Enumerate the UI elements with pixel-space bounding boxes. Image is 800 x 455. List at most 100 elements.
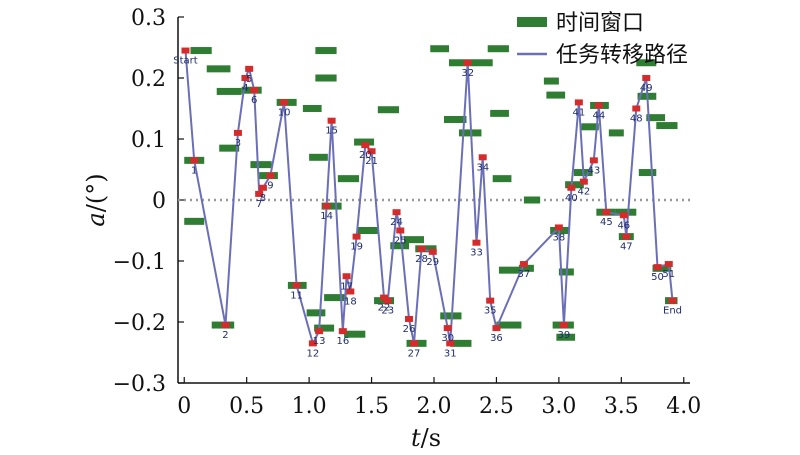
path-node-label: 9 bbox=[267, 181, 273, 192]
y-axis-label: a/(°) bbox=[82, 173, 110, 226]
time-window-bar bbox=[344, 330, 366, 338]
plot-axes: 0.3 0.2 0.1 0 −0.1 −0.2 −0.3 0 0.5 1.0 1.5 2.0 2.5 3.… bbox=[82, 6, 701, 452]
path-node-label: 50 bbox=[651, 272, 664, 283]
path-node bbox=[472, 239, 481, 246]
path-node bbox=[642, 75, 651, 81]
path-node bbox=[653, 264, 662, 271]
path-node bbox=[579, 178, 588, 185]
time-window-bar bbox=[321, 202, 342, 210]
path-node-label: 48 bbox=[630, 114, 643, 125]
time-window-bar bbox=[443, 115, 467, 123]
time-window-bar bbox=[448, 59, 472, 67]
path-node bbox=[519, 261, 528, 268]
path-node-label: 1 bbox=[191, 165, 197, 176]
time-window-bar bbox=[608, 129, 624, 137]
y-tick-label: −0.2 bbox=[113, 311, 166, 336]
path-node-label: 4 bbox=[242, 83, 248, 94]
path-nodes bbox=[181, 47, 677, 347]
path-node-label: End bbox=[663, 306, 682, 317]
path-node bbox=[668, 297, 677, 304]
path-node-label: 6 bbox=[251, 95, 257, 106]
path-node-label: 42 bbox=[577, 187, 590, 198]
path-node-label: 12 bbox=[307, 348, 320, 359]
time-window-bar bbox=[430, 45, 449, 53]
path-node bbox=[241, 75, 250, 81]
path-node bbox=[308, 340, 317, 347]
path-node-label: 38 bbox=[553, 232, 566, 243]
time-window-bar bbox=[523, 196, 541, 204]
time-window-bar bbox=[415, 245, 437, 253]
time-window-bar bbox=[354, 138, 375, 146]
path-node bbox=[664, 261, 673, 268]
path-node bbox=[280, 99, 289, 106]
time-window-bar bbox=[324, 294, 347, 302]
time-window-bar bbox=[656, 122, 678, 130]
path-node-label: 14 bbox=[320, 211, 333, 222]
path-node-label: 44 bbox=[592, 110, 605, 121]
path-node bbox=[619, 212, 628, 219]
path-node-label: 16 bbox=[336, 336, 349, 347]
x-tick-label: 3.5 bbox=[604, 394, 639, 419]
path-node-label: 23 bbox=[381, 306, 394, 317]
y-tick-label: −0.1 bbox=[113, 250, 166, 275]
time-window-bar bbox=[314, 324, 335, 332]
time-window-bar bbox=[219, 144, 240, 152]
path-node-label: 13 bbox=[313, 336, 326, 347]
path-node bbox=[405, 315, 414, 322]
x-tick-label: 2.0 bbox=[417, 394, 452, 419]
path-node bbox=[266, 172, 275, 179]
x-tick-label: 0.5 bbox=[229, 394, 264, 419]
time-window-bar bbox=[190, 47, 212, 55]
y-tick-label: −0.3 bbox=[113, 372, 166, 397]
path-node bbox=[190, 157, 199, 164]
time-window-bar bbox=[543, 77, 559, 85]
path-node bbox=[478, 154, 487, 161]
time-window-bar bbox=[184, 217, 205, 225]
path-node bbox=[322, 203, 331, 210]
time-window-bar bbox=[250, 161, 272, 169]
path-node-label: 19 bbox=[350, 242, 363, 253]
task-transfer-path-line bbox=[184, 50, 674, 345]
time-window-bar bbox=[518, 264, 534, 272]
legend-label: 时间窗口 bbox=[556, 11, 644, 36]
path-node-label: 51 bbox=[662, 269, 675, 280]
path-node bbox=[410, 340, 419, 347]
path-node-label: 26 bbox=[403, 324, 416, 335]
path-node-label: 46 bbox=[617, 220, 630, 231]
task-transfer-path bbox=[184, 50, 674, 345]
path-node-label: 10 bbox=[278, 107, 291, 118]
path-node bbox=[574, 99, 583, 106]
path-node bbox=[594, 102, 603, 109]
time-window-bar bbox=[615, 208, 637, 216]
time-window-bar bbox=[581, 123, 599, 131]
path-node bbox=[446, 340, 455, 347]
time-window-bar bbox=[487, 45, 509, 53]
path-node-label: 22 bbox=[378, 303, 391, 314]
path-node bbox=[417, 245, 426, 252]
path-node-label: 15 bbox=[325, 126, 338, 137]
path-node bbox=[292, 282, 301, 289]
path-node-label: 39 bbox=[558, 330, 571, 341]
path-node-label: 20 bbox=[359, 150, 372, 161]
path-node bbox=[367, 148, 376, 155]
path-node bbox=[396, 227, 405, 234]
path-node bbox=[392, 209, 401, 216]
path-node-label: 17 bbox=[340, 281, 353, 292]
path-node-label: 2 bbox=[222, 330, 228, 341]
path-node bbox=[327, 117, 336, 124]
path-node-label: 32 bbox=[461, 68, 474, 79]
time-window-bar bbox=[390, 242, 410, 250]
time-window-bar bbox=[450, 339, 472, 347]
path-node-label: 30 bbox=[441, 333, 454, 344]
x-axis-label: t/s bbox=[411, 424, 441, 452]
path-node-label: 47 bbox=[620, 242, 633, 253]
time-window-bar bbox=[636, 59, 657, 67]
path-node-label: 36 bbox=[490, 333, 503, 344]
path-node bbox=[181, 47, 190, 54]
y-tick-label: 0 bbox=[152, 189, 166, 214]
time-window-bar bbox=[377, 106, 400, 114]
path-node bbox=[492, 325, 501, 332]
path-node-label: 28 bbox=[415, 254, 428, 265]
path-node-label: 31 bbox=[444, 348, 457, 359]
